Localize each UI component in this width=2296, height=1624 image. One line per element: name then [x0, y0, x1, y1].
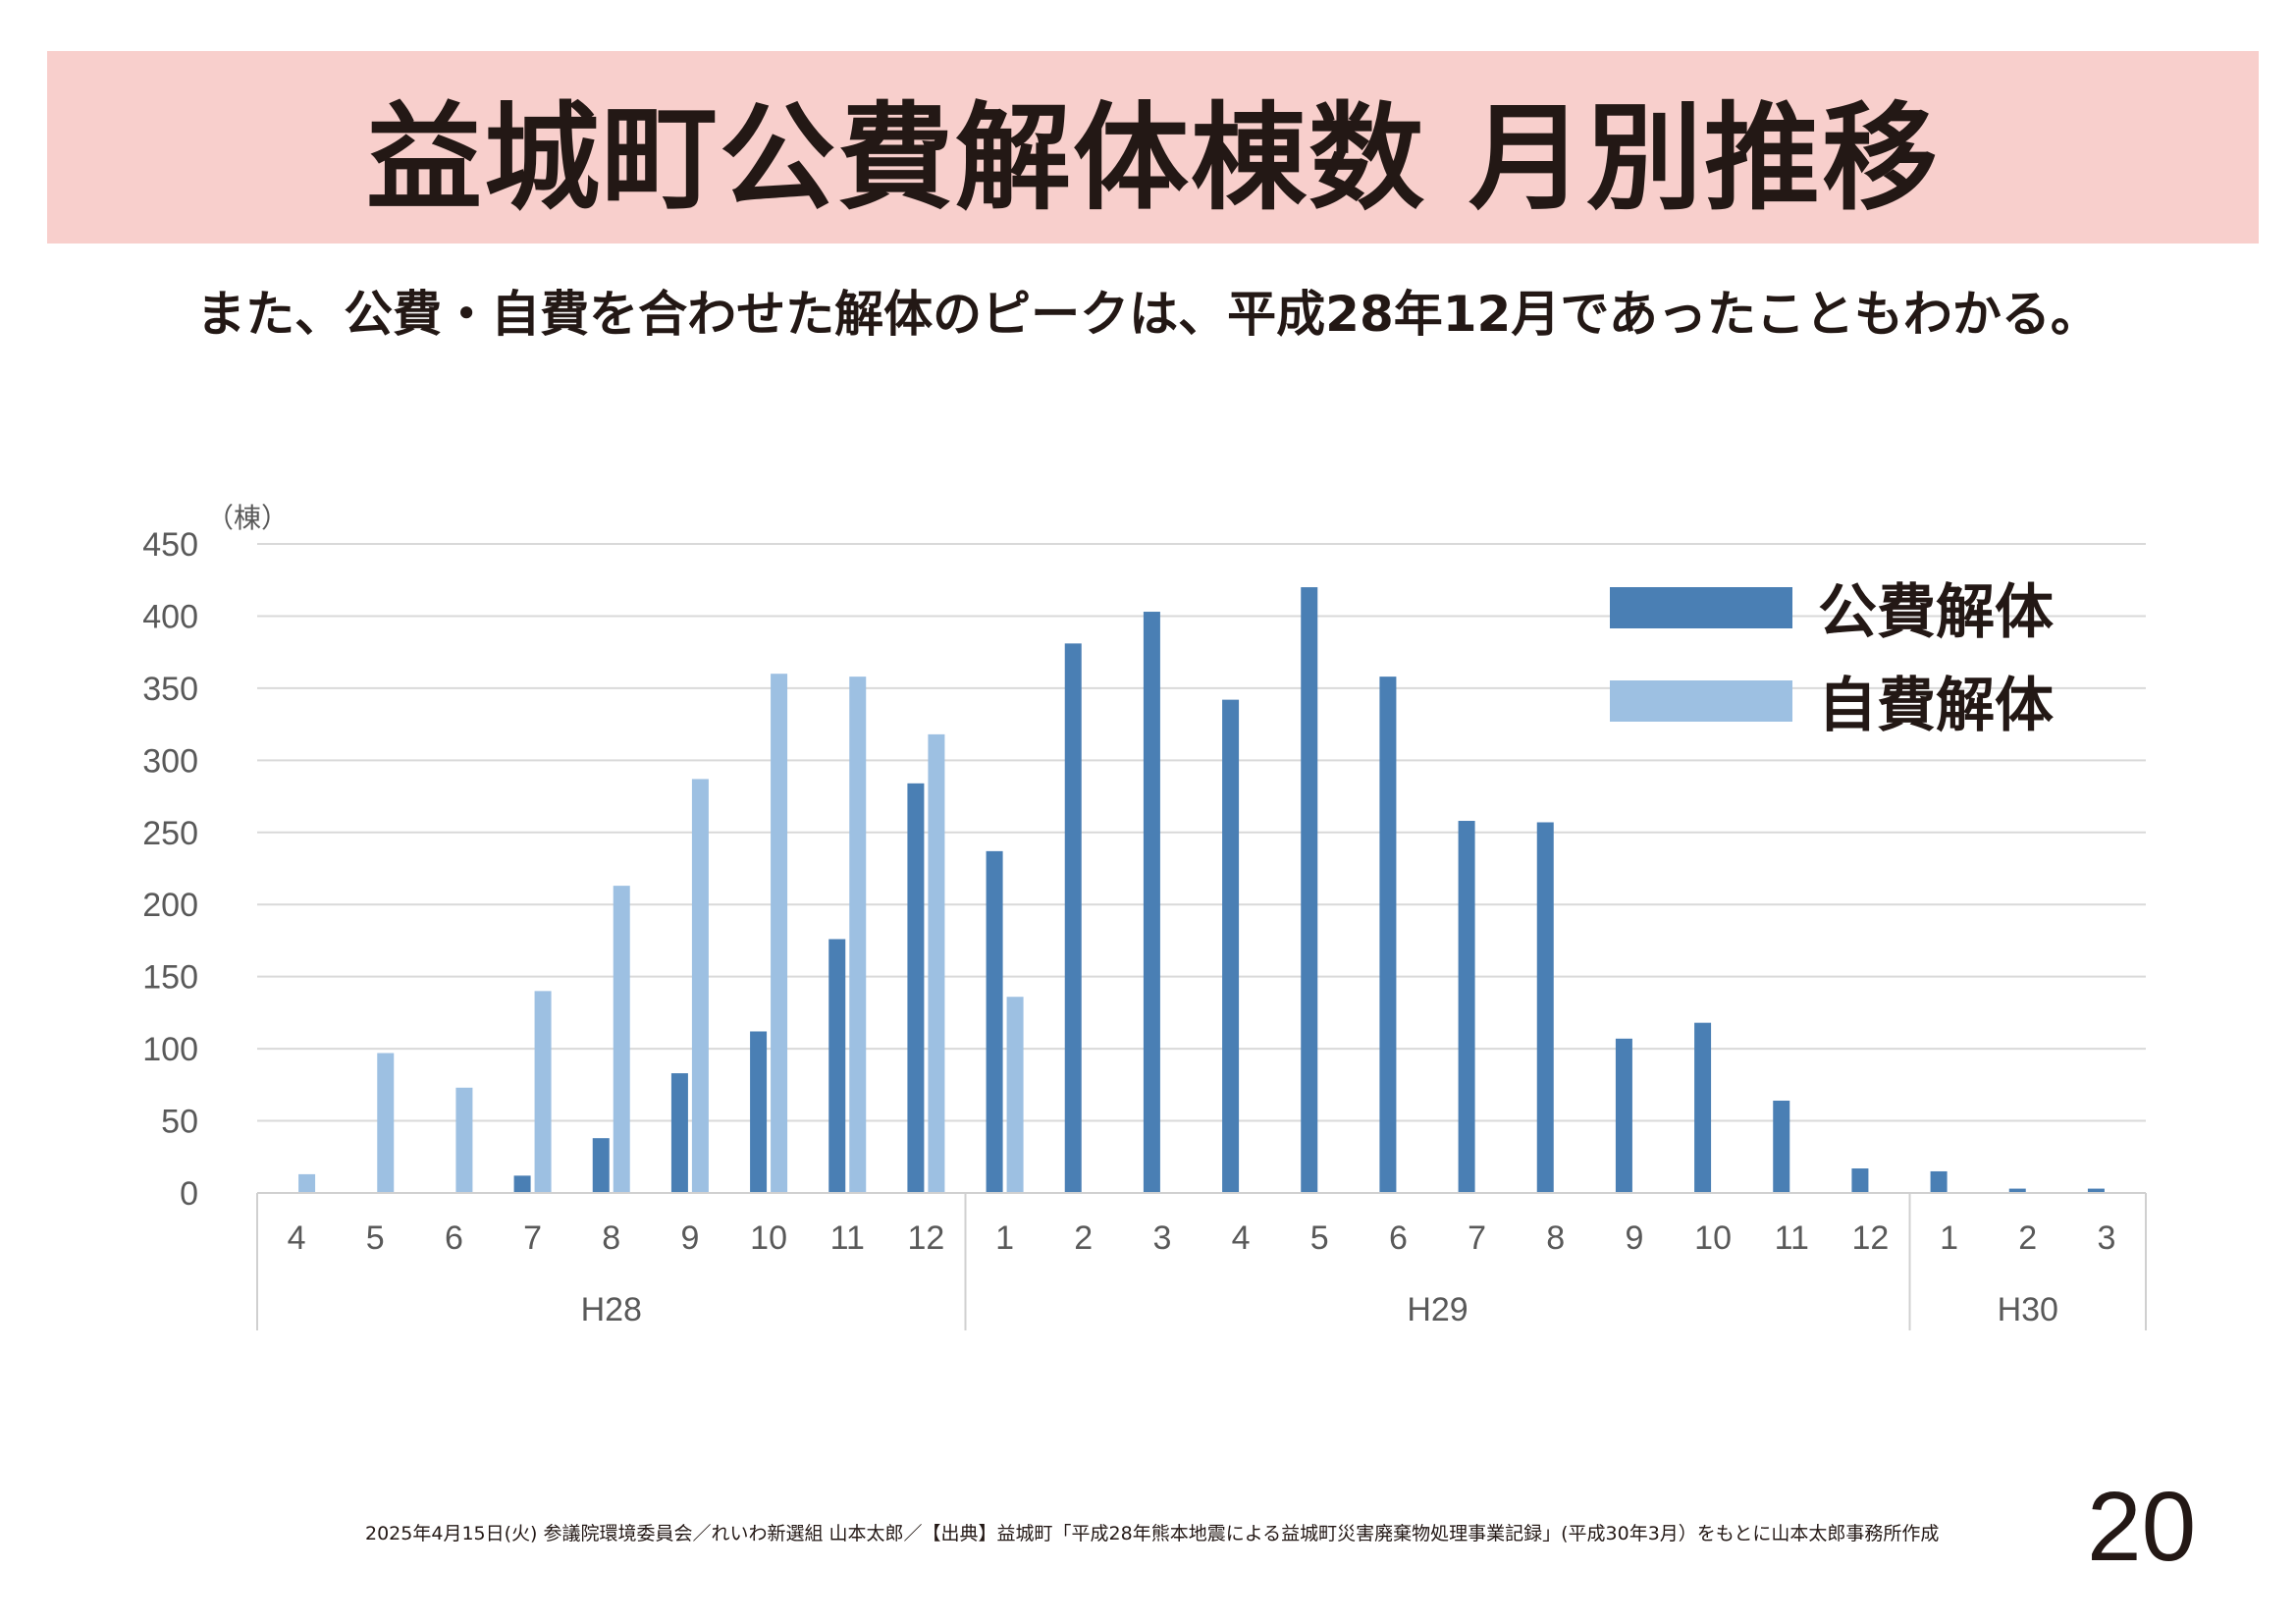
bar-public	[1536, 822, 1554, 1193]
bar-public	[1458, 821, 1475, 1193]
year-group-label: H28	[581, 1291, 642, 1328]
page-title: 益城町公費解体棟数 月別推移	[365, 89, 1941, 226]
x-tick-label: 3	[2097, 1219, 2115, 1257]
y-axis-label: （棟）	[206, 502, 289, 534]
bar-self	[849, 677, 867, 1193]
bar-public	[1301, 587, 1318, 1193]
y-tick-label: 0	[180, 1175, 198, 1213]
y-tick-label: 50	[161, 1104, 198, 1141]
x-tick-label: 6	[1389, 1219, 1408, 1257]
bar-self	[298, 1173, 316, 1193]
bar-public	[907, 783, 925, 1193]
bar-self	[928, 733, 945, 1193]
bar-self	[613, 886, 630, 1193]
bar-public	[986, 850, 1003, 1193]
source-footnote: 2025年4月15日(火) 参議院環境委員会／れいわ新選組 山本太郎／【出典】益…	[365, 1523, 1940, 1544]
x-tick-label: 9	[680, 1219, 699, 1257]
x-tick-label: 2	[1074, 1219, 1093, 1257]
x-tick-label: 2	[2018, 1219, 2037, 1257]
bar-self	[691, 779, 709, 1193]
x-tick-label: 7	[523, 1219, 542, 1257]
legend-label-public: 公費解体	[1818, 578, 2054, 647]
bar-public	[1222, 699, 1240, 1193]
bar-public	[1143, 612, 1160, 1193]
bar-public	[1773, 1100, 1790, 1193]
bar-public	[1930, 1170, 1948, 1193]
x-tick-label: 1	[1940, 1219, 1958, 1257]
y-tick-label: 450	[142, 526, 198, 564]
x-tick-label: 12	[908, 1219, 945, 1257]
x-tick-label: 5	[1310, 1219, 1329, 1257]
title-band: 益城町公費解体棟数 月別推移	[47, 51, 2259, 244]
subtitle: また、公費・自費を合わせた解体のピークは、平成28年12月であったこともわかる。	[196, 286, 2100, 343]
bar-self	[534, 991, 552, 1193]
bar-self	[771, 674, 788, 1193]
x-tick-label: 6	[445, 1219, 463, 1257]
y-tick-label: 200	[142, 887, 198, 924]
x-tick-label: 10	[1694, 1219, 1732, 1257]
x-tick-label: 9	[1625, 1219, 1643, 1257]
bar-public	[1379, 677, 1397, 1193]
legend-swatch-self	[1610, 680, 1792, 722]
page-number: 20	[2087, 1472, 2197, 1582]
bar-public	[750, 1031, 768, 1193]
bar-public	[1615, 1038, 1632, 1193]
bar-public	[1694, 1022, 1712, 1193]
x-tick-label: 11	[1775, 1219, 1809, 1257]
x-tick-label: 10	[750, 1219, 787, 1257]
x-tick-label: 11	[830, 1219, 865, 1257]
bar-public	[513, 1175, 531, 1193]
bar-self	[377, 1053, 395, 1193]
bar-public	[670, 1073, 688, 1193]
bar-public	[592, 1138, 610, 1193]
x-tick-label: 4	[288, 1219, 306, 1257]
y-tick-label: 250	[142, 815, 198, 852]
x-tick-label: 4	[1232, 1219, 1251, 1257]
bar-self	[455, 1087, 473, 1193]
x-tick-label: 5	[366, 1219, 385, 1257]
x-tick-label: 7	[1468, 1219, 1486, 1257]
legend-swatch-public	[1610, 587, 1792, 628]
x-tick-label: 1	[995, 1219, 1014, 1257]
bar-public	[2087, 1188, 2105, 1193]
x-tick-label: 8	[1546, 1219, 1565, 1257]
x-tick-label: 3	[1152, 1219, 1171, 1257]
y-tick-label: 100	[142, 1031, 198, 1068]
bar-public	[2008, 1188, 2026, 1193]
y-tick-label: 150	[142, 959, 198, 997]
y-tick-label: 400	[142, 598, 198, 635]
year-group-label: H29	[1407, 1291, 1468, 1328]
bar-public	[828, 939, 846, 1193]
legend-label-self: 自費解体	[1818, 672, 2054, 740]
x-tick-label: 8	[602, 1219, 620, 1257]
y-tick-label: 300	[142, 742, 198, 780]
y-tick-label: 350	[142, 671, 198, 708]
bar-public	[1851, 1168, 1869, 1193]
x-tick-label: 12	[1852, 1219, 1890, 1257]
bar-self	[1006, 997, 1024, 1193]
bar-public	[1064, 643, 1082, 1193]
year-group-label: H30	[1998, 1291, 2058, 1328]
